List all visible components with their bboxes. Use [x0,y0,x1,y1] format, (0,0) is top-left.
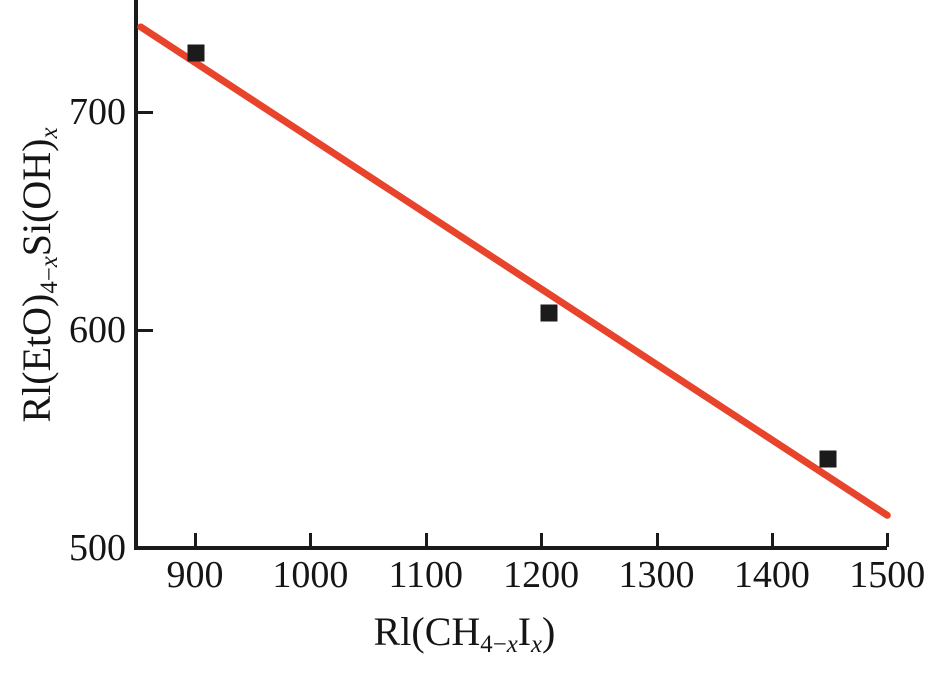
y-tick-600 [138,329,153,332]
x-tick-1000 [309,533,313,547]
x-title-lead: Rl(CH [373,609,481,654]
data-point-1 [187,44,205,62]
y-title-sub1: 4− [35,267,63,294]
x-tick-label-900: 900 [166,554,224,596]
x-tick-label-1200: 1200 [503,554,580,596]
x-axis-title-text: Rl(CH4−xIx) [373,609,556,658]
y-axis-title: Rl(EtO)4−xSi(OH)x [10,0,66,550]
x-tick-1200 [540,533,544,547]
y-tick-label-700: 700 [69,91,126,133]
x-tick-1300 [655,533,659,547]
y-tick-700 [138,111,153,114]
x-tick-label-1300: 1300 [618,554,695,596]
x-tick-1500 [886,533,890,547]
x-axis-line [134,546,887,550]
x-tick-label-1500: 1500 [849,554,926,596]
x-tick-1100 [424,533,428,547]
y-title-lead: Rl(EtO) [13,293,59,423]
x-tick-label-1000: 1000 [272,554,349,596]
x-tick-900 [194,533,197,547]
y-tick-label-600: 600 [69,309,126,351]
y-axis-title-text: Rl(EtO)4−xSi(OH)x [13,127,64,422]
data-point-3 [819,450,837,468]
x-tick-1400 [770,533,774,547]
x-title-sub1: 4− [480,630,507,658]
y-title-sub2-italic: x [35,127,63,139]
x-tick-label-1400: 1400 [733,554,810,596]
y-tick-label-500: 500 [69,527,126,569]
x-axis-title: Rl(CH4−xIx) [0,608,929,659]
y-title-mid: Si(OH) [13,138,59,257]
x-title-tail: ) [542,609,556,654]
x-title-sub1-italic: x [506,630,518,658]
x-tick-label-1100: 1100 [388,554,464,596]
y-axis-line [134,0,138,550]
data-point-2 [540,304,558,322]
x-title-sub2-italic: x [531,630,543,658]
y-title-sub1-italic: x [35,256,63,268]
x-title-mid: I [517,609,532,654]
